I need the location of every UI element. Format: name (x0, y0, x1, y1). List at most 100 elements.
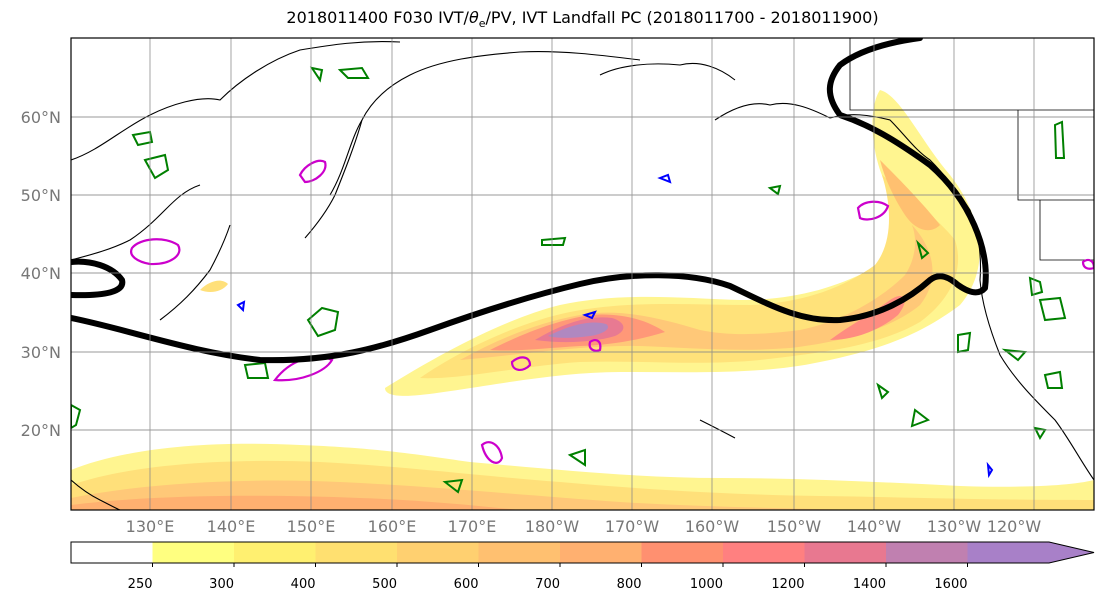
colorbar-segment (560, 542, 642, 563)
lon-label: 160°W (685, 517, 740, 536)
coast-alaska-west (714, 102, 831, 121)
lon-label: 160°E (368, 517, 417, 536)
pv-negative-contour (986, 461, 994, 479)
map-title: 2018011400 F030 IVT/θe/PV, IVT Landfall … (0, 8, 1105, 30)
colorbar-segment (641, 542, 724, 563)
colorbar-segment (234, 542, 316, 563)
title-prefix: 2018011400 F030 IVT/ (286, 8, 469, 27)
theta-e-contour (71, 403, 82, 430)
ivt-tropical-700 (71, 495, 520, 510)
colorbar-tick-label: 600 (454, 577, 479, 592)
border-canada (1017, 110, 1094, 201)
coast-hawaii (699, 419, 736, 439)
lon-label: 140°W (847, 517, 902, 536)
theta-e-contour (567, 448, 586, 467)
lon-axis: 130°E 140°E 150°E 160°E 170°E 180°W 170°… (126, 517, 1042, 536)
coast-siberia (71, 41, 401, 161)
title-suffix: /PV, IVT Landfall PC (2018011700 - 20180… (485, 8, 879, 27)
pc-west-loop (71, 258, 126, 299)
pv-contour (480, 441, 504, 464)
lon-label: 170°W (605, 517, 660, 536)
lat-label: 20°N (21, 421, 61, 440)
colorbar-segment (315, 542, 398, 563)
theta-e-contour (876, 382, 890, 400)
colorbar-tick-label: 800 (617, 577, 642, 592)
theta-e-contour (1028, 276, 1044, 297)
colorbar-tick-label: 700 (535, 577, 560, 592)
theta-e-contour (1033, 426, 1047, 441)
colorbar-tick-label: 250 (128, 577, 153, 592)
colorbar-segment (804, 542, 887, 563)
lon-label: 170°E (448, 517, 497, 536)
lon-label: 150°W (767, 517, 822, 536)
theta-e-contour (957, 331, 972, 354)
colorbar-segment (723, 542, 805, 563)
ivt-japan-blob (200, 280, 228, 292)
pv-contour (510, 356, 532, 371)
theta-e-contour (1001, 348, 1028, 362)
lat-label: 30°N (21, 343, 61, 362)
border-alaska-canada (849, 38, 1094, 111)
colorbar-segment (478, 542, 561, 563)
theta-e-contour (442, 478, 464, 494)
colorbar-segment (967, 542, 1050, 563)
theta-e-contour (131, 130, 154, 147)
lon-label: 130°E (126, 517, 175, 536)
colorbar-tick-label: 1400 (853, 577, 886, 592)
pv-contour (272, 355, 334, 382)
plot-frame (70, 37, 1095, 511)
colorbar-extend-arrow (1049, 542, 1094, 563)
pv-contour (1081, 258, 1094, 270)
coast-china-korea (71, 184, 201, 261)
lat-axis: 60°N 50°N 40°N 30°N 20°N (21, 108, 61, 440)
landfall-pc-contour (71, 38, 989, 364)
pv-negative-contour (582, 310, 597, 320)
theta-e-contour (243, 361, 270, 379)
theta-e-contour (1043, 370, 1064, 389)
colorbar-tick-label: 1600 (934, 577, 967, 592)
coast-chukotka (599, 62, 736, 81)
colorbar-tick-label: 1200 (771, 577, 804, 592)
coast-okhotsk (329, 51, 641, 196)
colorbar-segment (152, 542, 235, 563)
colorbar-tick-label: 400 (291, 577, 316, 592)
theta-e-contour (1053, 120, 1066, 159)
lon-label: 140°E (207, 517, 256, 536)
lon-label: 150°E (287, 517, 336, 536)
theta-e-contour (910, 408, 931, 428)
lat-label: 50°N (21, 186, 61, 205)
pv-contour (856, 200, 890, 221)
colorbar-segment (397, 542, 479, 563)
pv-negative-contour (657, 173, 672, 184)
theta-e-contour (1038, 296, 1067, 322)
pc-main-line (71, 38, 989, 364)
lat-label: 40°N (21, 264, 61, 283)
theta-e-contour (337, 66, 370, 79)
colorbar-tick-label: 500 (372, 577, 397, 592)
title-theta-subscript: e (478, 17, 486, 31)
colorbar-segment (71, 542, 153, 563)
lon-label: 120°W (987, 517, 1042, 536)
pv-negative-contours (236, 173, 994, 479)
pv-contour (588, 339, 602, 352)
gridlines (71, 38, 1094, 510)
coast-us-west (979, 279, 1094, 481)
colorbar-segment (886, 542, 968, 563)
border-us-states (1039, 200, 1094, 261)
pv-contour (130, 238, 181, 266)
title-theta: θ (468, 8, 479, 27)
theta-e-contour (143, 153, 170, 180)
colorbar-tick-label: 1000 (690, 577, 723, 592)
lon-label: 180°W (525, 517, 580, 536)
colorbar-tick-label: 300 (209, 577, 234, 592)
theta-e-contour (309, 66, 324, 83)
colorbar-outline (70, 541, 1095, 564)
theta-e-contour (767, 184, 782, 196)
coast-japan (159, 224, 231, 321)
lon-label: 130°W (927, 517, 982, 536)
theta-e-contour (541, 236, 567, 246)
coast-philippines (71, 479, 121, 510)
theta-e-contour (306, 306, 340, 338)
theta-e-contours (71, 66, 1067, 494)
